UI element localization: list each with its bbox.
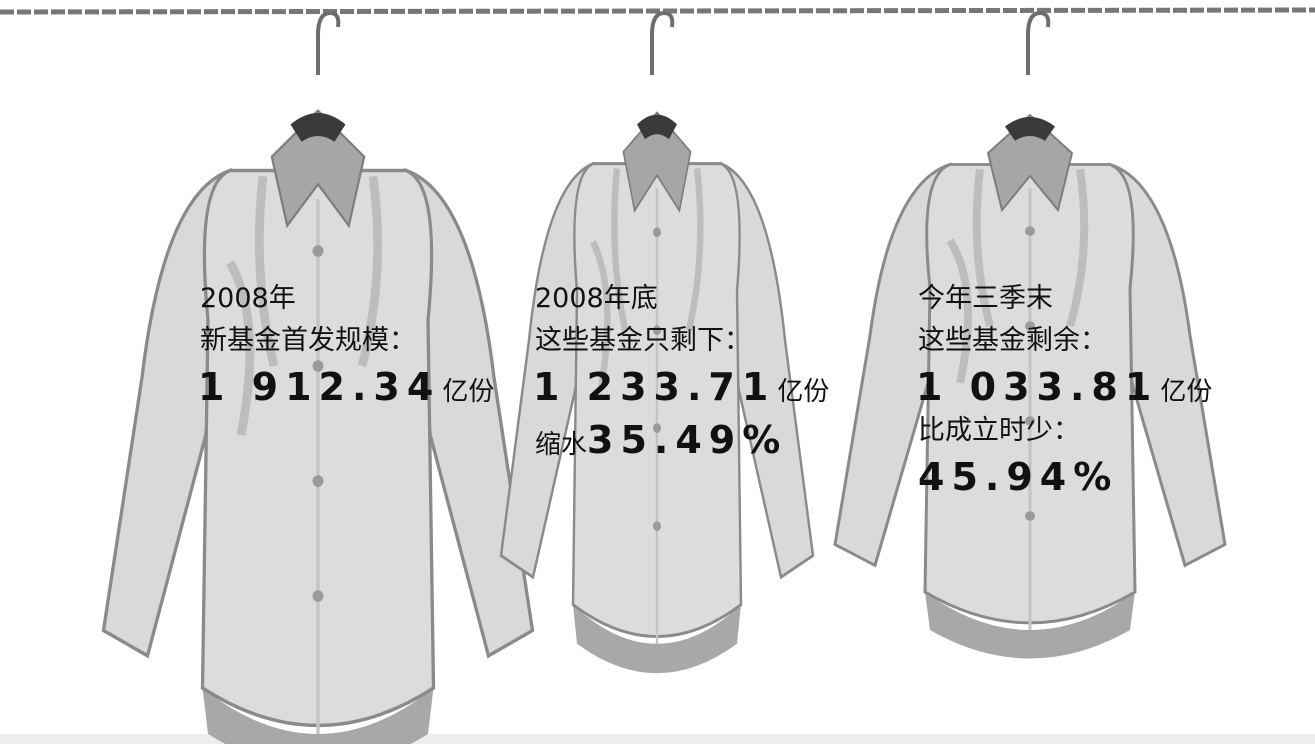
heading: 2008年	[200, 285, 296, 312]
change: 45.94%	[918, 455, 1118, 499]
heading: 2008年底	[535, 285, 658, 312]
unit: 亿份	[777, 377, 829, 407]
subheading: 新基金首发规模：	[200, 327, 416, 354]
amount-line: 1 033.81亿份	[916, 365, 1212, 409]
infographic: 2008年 新基金首发规模： 1 912.34亿份 2008年底 这些基金只剩下…	[0, 0, 1315, 744]
unit: 亿份	[442, 377, 494, 407]
unit: 亿份	[1160, 377, 1212, 407]
heading: 今年三季末	[918, 285, 1053, 312]
subheading: 这些基金剩余：	[918, 327, 1107, 354]
amount: 1 912.34	[198, 365, 440, 409]
amount-line: 1 912.34亿份	[198, 365, 494, 409]
amount: 1 233.71	[533, 365, 775, 409]
amount: 1 033.81	[916, 365, 1158, 409]
change-line: 缩水35.49%	[535, 418, 787, 462]
change-label: 比成立时少：	[918, 417, 1080, 444]
subheading: 这些基金只剩下：	[535, 327, 751, 354]
amount-line: 1 233.71亿份	[533, 365, 829, 409]
change-label: 缩水	[535, 430, 587, 460]
change: 35.49%	[587, 418, 787, 462]
